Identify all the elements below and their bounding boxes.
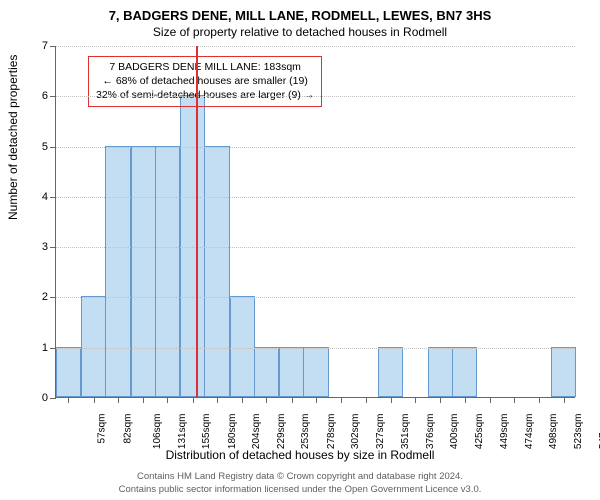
y-tick	[50, 96, 56, 97]
x-tick-label: 253sqm	[301, 414, 312, 450]
x-tick-label: 327sqm	[375, 414, 386, 450]
x-tick	[490, 397, 491, 403]
y-tick-label: 7	[30, 40, 48, 52]
y-tick	[50, 348, 56, 349]
x-tick	[465, 397, 466, 403]
x-tick	[68, 397, 69, 403]
histogram-bar	[551, 347, 576, 397]
chart-plot-area: 7 BADGERS DENE MILL LANE: 183sqm ← 68% o…	[55, 46, 575, 398]
y-axis-label: Number of detached properties	[6, 55, 20, 220]
y-tick	[50, 247, 56, 248]
gridline	[56, 46, 575, 47]
x-tick	[217, 397, 218, 403]
y-tick-label: 4	[30, 191, 48, 203]
histogram-bar	[452, 347, 477, 397]
marker-line	[196, 46, 198, 397]
info-line-2: ← 68% of detached houses are smaller (19…	[96, 74, 314, 88]
x-tick-label: 351sqm	[400, 414, 411, 450]
x-tick-label: 302sqm	[350, 414, 361, 450]
info-line-1: 7 BADGERS DENE MILL LANE: 183sqm	[96, 60, 314, 74]
x-tick	[316, 397, 317, 403]
x-tick	[292, 397, 293, 403]
x-tick-label: 278sqm	[326, 414, 337, 450]
x-tick-label: 229sqm	[276, 414, 287, 450]
x-tick	[539, 397, 540, 403]
y-tick-label: 6	[30, 90, 48, 102]
y-tick	[50, 297, 56, 298]
y-tick	[50, 197, 56, 198]
histogram-bar	[180, 95, 205, 397]
x-tick-label: 82sqm	[122, 414, 133, 444]
x-tick-label: 523sqm	[573, 414, 584, 450]
x-tick-label: 498sqm	[548, 414, 559, 450]
x-tick	[143, 397, 144, 403]
y-tick-label: 3	[30, 241, 48, 253]
x-tick-label: 449sqm	[499, 414, 510, 450]
x-tick-label: 376sqm	[425, 414, 436, 450]
gridline	[56, 297, 575, 298]
gridline	[56, 247, 575, 248]
x-tick	[440, 397, 441, 403]
histogram-bar	[254, 347, 279, 397]
x-tick	[415, 397, 416, 403]
histogram-bar	[204, 146, 229, 397]
y-tick-label: 0	[30, 392, 48, 404]
gridline	[56, 96, 575, 97]
y-tick	[50, 46, 56, 47]
gridline	[56, 197, 575, 198]
x-tick-label: 180sqm	[227, 414, 238, 450]
footer-attribution: Contains HM Land Registry data © Crown c…	[0, 471, 600, 496]
x-tick	[118, 397, 119, 403]
chart-title-1: 7, BADGERS DENE, MILL LANE, RODMELL, LEW…	[0, 0, 600, 23]
footer-line-2: Contains public sector information licen…	[0, 484, 600, 496]
x-tick	[341, 397, 342, 403]
x-tick	[167, 397, 168, 403]
y-tick	[50, 147, 56, 148]
x-tick-label: 204sqm	[251, 414, 262, 450]
histogram-bar	[428, 347, 453, 397]
chart-title-2: Size of property relative to detached ho…	[0, 23, 600, 39]
y-tick	[50, 398, 56, 399]
x-tick	[242, 397, 243, 403]
x-tick	[94, 397, 95, 403]
histogram-bar	[378, 347, 403, 397]
histogram-bar	[155, 146, 180, 397]
gridline	[56, 147, 575, 148]
histogram-bar	[279, 347, 304, 397]
histogram-bar	[303, 347, 328, 397]
y-tick-label: 1	[30, 342, 48, 354]
y-tick-label: 5	[30, 141, 48, 153]
x-tick	[193, 397, 194, 403]
x-tick-label: 425sqm	[474, 414, 485, 450]
x-tick	[366, 397, 367, 403]
histogram-bar	[105, 146, 130, 397]
x-tick	[514, 397, 515, 403]
x-tick-label: 155sqm	[202, 414, 213, 450]
x-tick-label: 106sqm	[152, 414, 163, 450]
footer-line-1: Contains HM Land Registry data © Crown c…	[0, 471, 600, 483]
x-tick-label: 400sqm	[449, 414, 460, 450]
x-tick-label: 131sqm	[177, 414, 188, 450]
marker-info-box: 7 BADGERS DENE MILL LANE: 183sqm ← 68% o…	[88, 56, 322, 107]
x-tick	[391, 397, 392, 403]
histogram-bar	[56, 347, 81, 397]
y-tick-label: 2	[30, 291, 48, 303]
histogram-bar	[131, 146, 156, 397]
x-tick-label: 57sqm	[97, 414, 108, 444]
x-tick	[564, 397, 565, 403]
x-axis-label: Distribution of detached houses by size …	[0, 448, 600, 462]
x-tick-label: 474sqm	[524, 414, 535, 450]
x-tick	[266, 397, 267, 403]
gridline	[56, 348, 575, 349]
